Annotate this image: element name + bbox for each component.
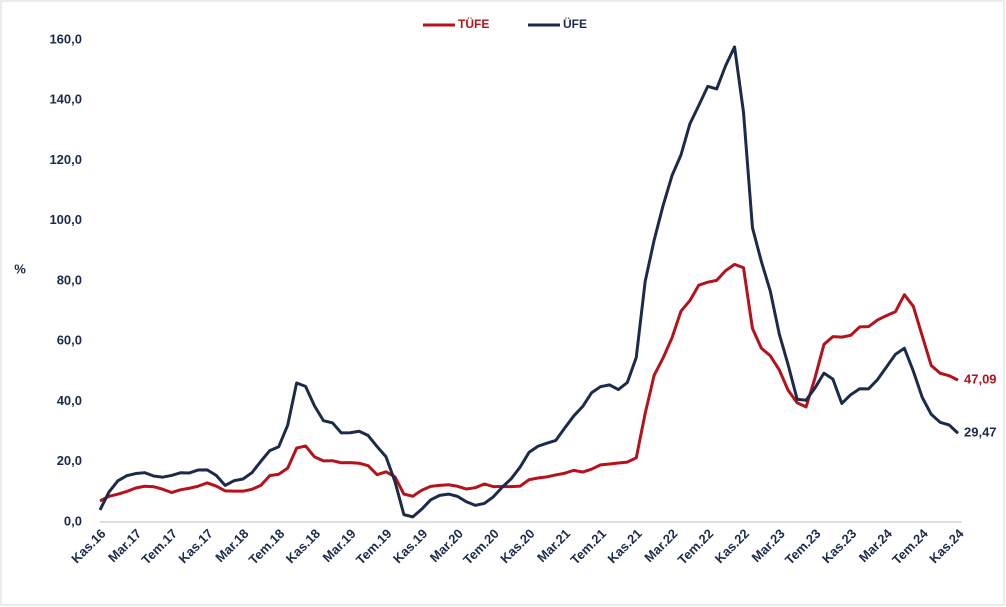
data-label: 29,47 [964,425,997,440]
y-tick-label: 40,0 [57,393,82,408]
legend-label: TÜFE [458,16,489,31]
line-series [98,45,960,519]
y-tick-label: 20,0 [57,453,82,468]
y-tick-label: 120,0 [49,152,82,167]
y-tick-label: 0,0 [64,513,82,528]
y-tick-label: 60,0 [57,333,82,348]
y-tick-label: 140,0 [49,92,82,107]
legend-label: ÜFE [563,16,587,31]
line-series [99,262,959,503]
y-tick-label: 100,0 [49,212,82,227]
data-label: 47,09 [964,372,997,387]
y-tick-label: 80,0 [57,272,82,287]
y-axis-label: % [14,261,26,276]
y-tick-label: 160,0 [49,31,82,46]
